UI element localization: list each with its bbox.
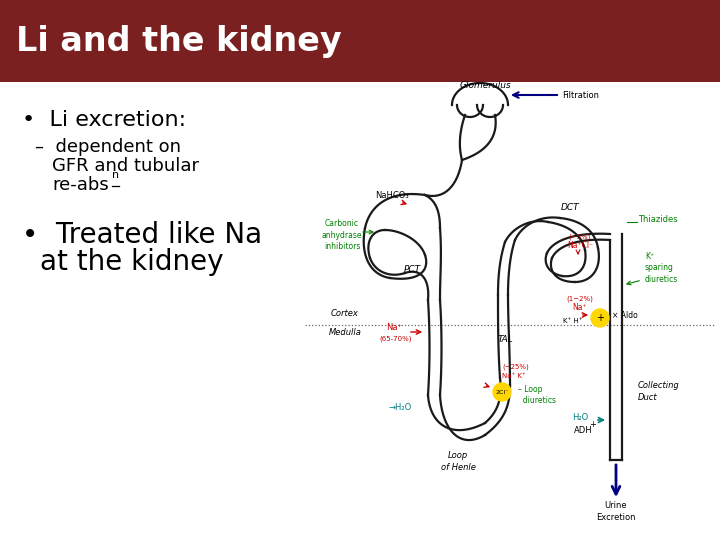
Text: NaHCO₃: NaHCO₃	[375, 191, 409, 200]
Text: Cortex: Cortex	[331, 309, 359, 318]
Text: Li and the kidney: Li and the kidney	[16, 24, 341, 57]
Text: H₂O: H₂O	[572, 413, 588, 422]
Text: →H₂O: →H₂O	[388, 403, 412, 412]
Text: Urine: Urine	[605, 501, 627, 510]
Text: Filtration: Filtration	[562, 91, 599, 99]
Text: (1−2%): (1−2%)	[567, 295, 593, 301]
Text: Carbonic
anhydrase
inhibitors: Carbonic anhydrase inhibitors	[322, 219, 362, 251]
Text: +: +	[590, 420, 596, 429]
FancyBboxPatch shape	[0, 0, 720, 82]
Text: Na⁺Cl⁻: Na⁺Cl⁻	[567, 241, 593, 250]
Text: K⁺
sparing
diuretics: K⁺ sparing diuretics	[645, 252, 678, 284]
Text: TAL: TAL	[497, 335, 513, 344]
Text: 2Cl⁻: 2Cl⁻	[495, 389, 509, 395]
Text: PCT: PCT	[403, 265, 420, 274]
Text: n: n	[112, 170, 119, 180]
Text: Thiazides: Thiazides	[638, 215, 678, 224]
Text: –  dependent on: – dependent on	[35, 138, 181, 156]
Text: Na⁺ K⁺: Na⁺ K⁺	[502, 373, 526, 379]
Text: – Loop
  diuretics: – Loop diuretics	[518, 384, 556, 406]
Text: •  Treated like Na: • Treated like Na	[22, 221, 262, 249]
Text: (65-70%): (65-70%)	[379, 335, 412, 341]
Text: Medulla: Medulla	[328, 328, 361, 337]
Text: × Aldo: × Aldo	[612, 310, 638, 320]
Text: Loop: Loop	[448, 451, 468, 460]
Circle shape	[493, 383, 511, 401]
Text: Duct: Duct	[638, 393, 657, 402]
Text: Excretion: Excretion	[596, 513, 636, 522]
Circle shape	[591, 309, 609, 327]
Text: of Henle: of Henle	[441, 463, 475, 472]
Text: (−5%): (−5%)	[569, 233, 591, 240]
Text: Glomerulus: Glomerulus	[459, 81, 511, 90]
Text: Na⁺: Na⁺	[572, 303, 588, 312]
Text: ADH: ADH	[574, 426, 593, 435]
Text: GFR and tubular: GFR and tubular	[52, 157, 199, 175]
Text: Na⁺: Na⁺	[386, 323, 402, 332]
Text: •  Li excretion:: • Li excretion:	[22, 110, 186, 130]
Text: +: +	[596, 313, 604, 323]
Text: Collecting: Collecting	[638, 381, 680, 390]
Text: at the kidney: at the kidney	[40, 248, 223, 276]
Text: DCT: DCT	[561, 203, 580, 212]
Text: re-abs: re-abs	[52, 176, 109, 194]
Text: (−25%): (−25%)	[502, 363, 528, 369]
Text: K⁺ H⁺: K⁺ H⁺	[563, 318, 582, 324]
